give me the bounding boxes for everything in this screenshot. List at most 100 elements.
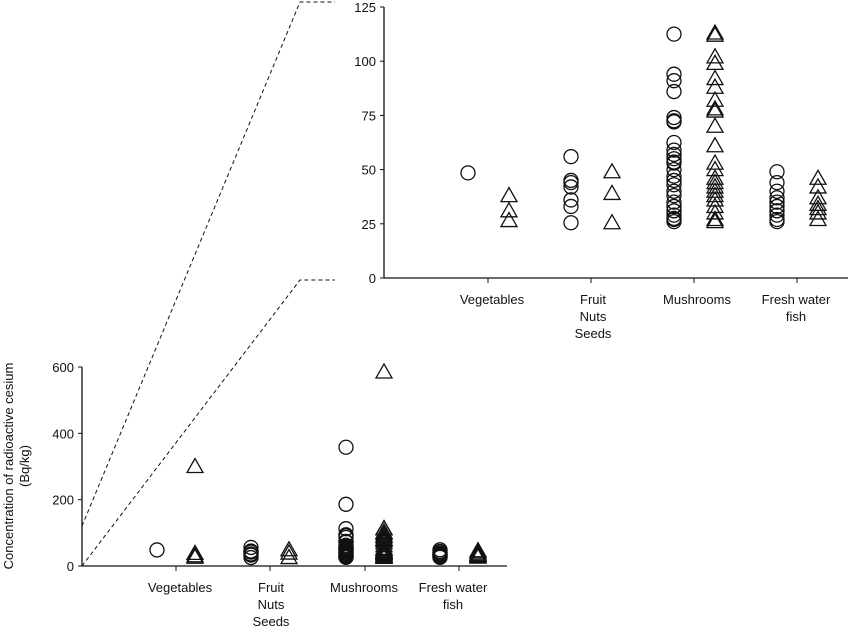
inset-circle-point bbox=[666, 213, 682, 230]
main-x-tick-label: Fruit bbox=[258, 580, 284, 595]
main-circle-point bbox=[338, 496, 354, 512]
inset-triangle-point bbox=[705, 203, 725, 220]
inset-circle-point bbox=[666, 161, 682, 178]
inset-triangle-point bbox=[808, 203, 828, 220]
zoom-guide-line bbox=[81, 279, 335, 567]
main-x-tick-label: Seeds bbox=[253, 614, 290, 628]
inset-circle-point bbox=[666, 203, 682, 219]
main-circle-point bbox=[338, 439, 354, 455]
inset-circle-point bbox=[666, 134, 682, 151]
main-triangle-point bbox=[468, 547, 488, 564]
inset-y-tick-label: 100 bbox=[354, 54, 376, 69]
inset-circle-point bbox=[769, 183, 785, 199]
inset-triangle-point bbox=[808, 177, 828, 194]
inset-circle-point bbox=[666, 177, 682, 193]
inset-circle-point bbox=[769, 190, 785, 206]
main-triangle-point bbox=[279, 540, 299, 557]
inset-y-tick-label: 25 bbox=[362, 217, 376, 232]
main-y-tick-label: 600 bbox=[52, 360, 74, 375]
main-x-tick-label: fish bbox=[443, 597, 463, 612]
main-triangle-point bbox=[468, 541, 488, 558]
main-circle-point bbox=[338, 549, 354, 566]
main-y-tick-label: 200 bbox=[52, 493, 74, 508]
inset-triangle-point bbox=[705, 69, 725, 86]
inset-circle-point bbox=[666, 155, 682, 171]
inset-circle-point bbox=[666, 187, 682, 204]
inset-circle-point bbox=[666, 66, 682, 82]
inset-x-tick-label: Nuts bbox=[580, 309, 607, 324]
main-circle-point bbox=[243, 539, 259, 556]
inset-circle-point bbox=[563, 192, 579, 208]
inset-triangle-point bbox=[705, 25, 725, 42]
main-triangle-point bbox=[374, 548, 394, 565]
main-x-tick-label: Fresh water bbox=[419, 580, 488, 595]
main-y-tick-label: 0 bbox=[67, 559, 74, 574]
inset-triangle-point bbox=[602, 162, 622, 179]
inset-triangle-point bbox=[499, 211, 519, 228]
main-triangle-point bbox=[468, 542, 488, 559]
inset-x-tick-label: Vegetables bbox=[460, 292, 525, 307]
inset-y-tick-label: 0 bbox=[369, 271, 376, 286]
main-x-tick-label: Mushrooms bbox=[330, 580, 398, 595]
inset-circle-point bbox=[666, 146, 682, 163]
inset-circle-point bbox=[563, 174, 579, 191]
main-y-tick-label: 400 bbox=[52, 426, 74, 441]
y-axis-label-line-1: Concentration of radioactive cesium bbox=[1, 363, 16, 570]
inset-circle-point bbox=[666, 194, 682, 210]
inset-circle-point bbox=[769, 164, 785, 180]
inset-triangle-point bbox=[499, 186, 519, 203]
main-circle-point bbox=[149, 542, 165, 558]
y-axis-label: Concentration of radioactive cesium (Bq/… bbox=[1, 363, 32, 570]
inset-circle-point bbox=[460, 165, 476, 181]
inset-circle-point bbox=[769, 198, 785, 215]
inset-triangle-point bbox=[602, 213, 622, 230]
main-triangle-point bbox=[185, 457, 205, 474]
inset-y-tick-label: 75 bbox=[362, 108, 376, 123]
main-circle-point bbox=[243, 549, 259, 566]
inset-x-tick-label: Fruit bbox=[580, 292, 606, 307]
inset-circle-point bbox=[769, 203, 785, 219]
main-triangle-point bbox=[279, 548, 299, 565]
main-circle-point bbox=[432, 549, 448, 566]
inset-x-tick-label: Seeds bbox=[575, 326, 612, 341]
main-triangle-point bbox=[185, 547, 205, 564]
inset-circle-point bbox=[666, 114, 682, 130]
inset-triangle-point bbox=[808, 199, 828, 216]
inset-triangle-point bbox=[602, 184, 622, 201]
inset-circle-point bbox=[666, 73, 682, 89]
zoom-guide-line bbox=[81, 1, 335, 527]
inset-circle-point bbox=[769, 213, 785, 230]
inset-circle-point bbox=[666, 168, 682, 184]
main-triangle-point bbox=[279, 543, 299, 560]
inset-circle-point bbox=[666, 113, 682, 129]
inset-triangle-point bbox=[705, 212, 725, 229]
inset-circle-point bbox=[666, 142, 682, 158]
inset-circle-point bbox=[666, 26, 682, 42]
inset-triangle-point bbox=[499, 201, 519, 218]
inset-circle-point bbox=[666, 172, 682, 189]
inset-triangle-point bbox=[705, 186, 725, 203]
inset-x-tick-label: Mushrooms bbox=[663, 292, 731, 307]
inset-circle-point bbox=[666, 109, 682, 126]
inset-circle-point bbox=[666, 83, 682, 100]
inset-circle-point bbox=[666, 207, 682, 223]
inset-circle-point bbox=[769, 207, 785, 223]
zoom-guide-lines bbox=[81, 1, 335, 567]
inset-y-tick-label: 125 bbox=[354, 0, 376, 15]
main-triangle-point bbox=[185, 544, 205, 561]
inset-chart: 0 25 50 75 100 125 Vegetables Fruit Nuts Seeds Mus… bbox=[354, 0, 848, 341]
inset-circle-point bbox=[666, 151, 682, 167]
inset-circle-point bbox=[563, 179, 579, 195]
inset-triangle-point bbox=[705, 90, 725, 107]
main-triangle-point bbox=[374, 362, 394, 379]
main-x-tick-label: Vegetables bbox=[148, 580, 213, 595]
inset-triangle-point bbox=[705, 136, 725, 153]
inset-circle-point bbox=[563, 215, 579, 231]
inset-circle-point bbox=[563, 198, 579, 215]
y-axis-label-line-2: (Bq/kg) bbox=[17, 445, 32, 487]
main-triangle-point bbox=[185, 546, 205, 563]
inset-circle-point bbox=[769, 174, 785, 191]
main-x-tick-label: Nuts bbox=[258, 597, 285, 612]
inset-circle-point bbox=[666, 198, 682, 215]
